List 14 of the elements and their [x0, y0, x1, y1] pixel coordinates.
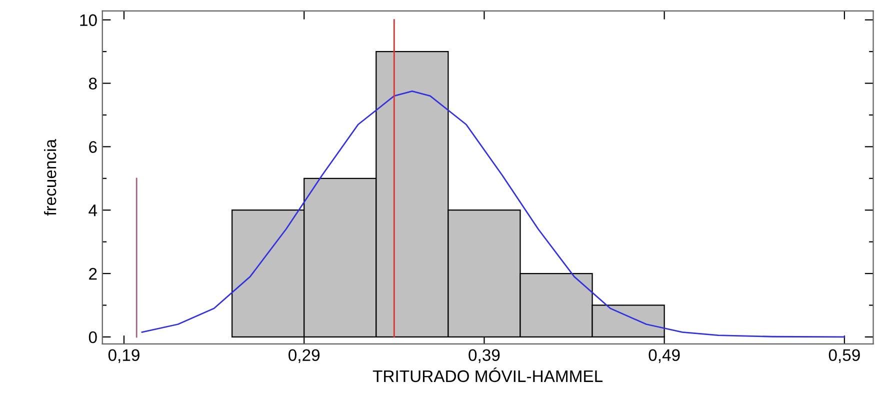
y-tick-label: 2	[89, 268, 97, 280]
y-tick-label: 8	[88, 78, 97, 90]
x-tick-label: 0,39	[468, 349, 500, 363]
x-axis-title: TRITURADO MÓVIL-HAMMEL	[372, 367, 603, 382]
y-tick-label: 0	[88, 331, 97, 344]
x-tick-label: 0,19	[108, 349, 140, 363]
x-tick-label: 0,59	[828, 349, 860, 363]
line-series	[141, 90, 846, 338]
x-tick-label: 0,49	[648, 349, 680, 363]
y-tick-label: 4	[88, 204, 98, 216]
x-tick-label: 0,29	[288, 349, 320, 363]
y-axis-title: frecuencia	[44, 139, 56, 216]
y-tick-label: 6	[89, 141, 97, 153]
y-tick-label: 10	[80, 14, 97, 26]
